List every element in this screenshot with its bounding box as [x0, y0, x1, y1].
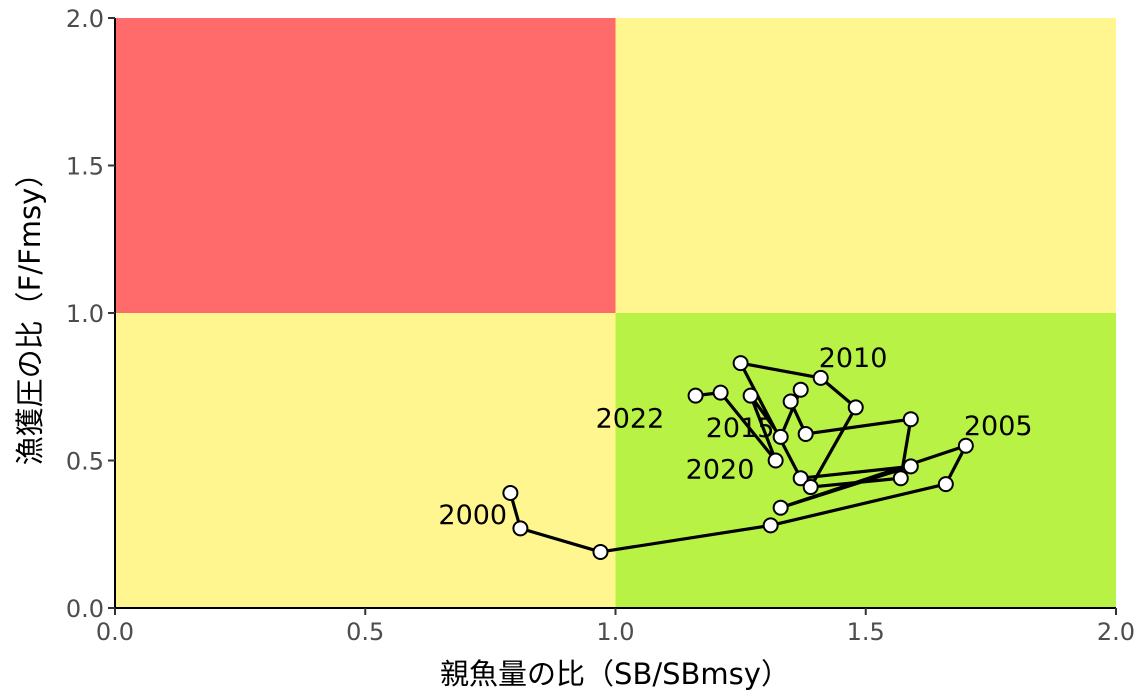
y-tick-label: 1.5	[66, 153, 104, 181]
data-point	[902, 458, 919, 475]
data-point	[742, 387, 759, 404]
y-tick-label: 0.0	[66, 595, 104, 623]
data-point	[812, 369, 829, 386]
year-label-2015: 2015	[706, 413, 775, 444]
data-point	[732, 355, 749, 372]
x-tick-label: 0.0	[96, 618, 134, 646]
data-point	[957, 437, 974, 454]
year-label-2020: 2020	[686, 455, 755, 486]
data-point	[792, 381, 809, 398]
data-point	[592, 543, 609, 560]
data-point	[792, 470, 809, 487]
data-point	[762, 517, 779, 534]
y-tick-label: 2.0	[66, 5, 104, 33]
x-tick-label: 1.5	[847, 618, 885, 646]
y-axis-title: 漁獲圧の比（F/Fmsy）	[13, 159, 47, 466]
data-point	[502, 484, 519, 501]
data-point	[512, 520, 529, 537]
x-tick-label: 1.0	[596, 618, 634, 646]
data-point	[772, 428, 789, 445]
zone-0	[115, 18, 616, 313]
zone-backgrounds	[115, 18, 1116, 608]
year-label-2022: 2022	[596, 404, 665, 435]
x-tick-label: 0.5	[346, 618, 384, 646]
data-point	[772, 499, 789, 516]
data-point	[797, 425, 814, 442]
zone-2	[115, 313, 616, 608]
axes: 0.0 0.5 1.0 1.5 2.0 0.0 0.5 1.0 1.5 2.0	[66, 5, 1135, 646]
data-point	[802, 479, 819, 496]
data-point	[847, 399, 864, 416]
year-label-2005: 2005	[964, 411, 1033, 442]
y-tick-label: 0.5	[66, 448, 104, 476]
zone-3	[615, 313, 1116, 608]
x-tick-label: 2.0	[1097, 618, 1135, 646]
y-tick-label: 1.0	[66, 300, 104, 328]
zone-1	[615, 18, 1116, 313]
year-label-2010: 2010	[819, 343, 888, 374]
data-point	[937, 476, 954, 493]
year-labels: 2000 2005 2010 2015 2020 2022	[438, 343, 1032, 531]
data-point	[782, 393, 799, 410]
data-point	[902, 411, 919, 428]
data-point	[687, 387, 704, 404]
data-point	[712, 384, 729, 401]
x-axis-title: 親魚量の比（SB/SBmsy）	[440, 657, 790, 691]
data-point	[892, 470, 909, 487]
year-label-2000: 2000	[438, 500, 507, 531]
data-points	[502, 355, 974, 560]
data-point	[767, 452, 784, 469]
